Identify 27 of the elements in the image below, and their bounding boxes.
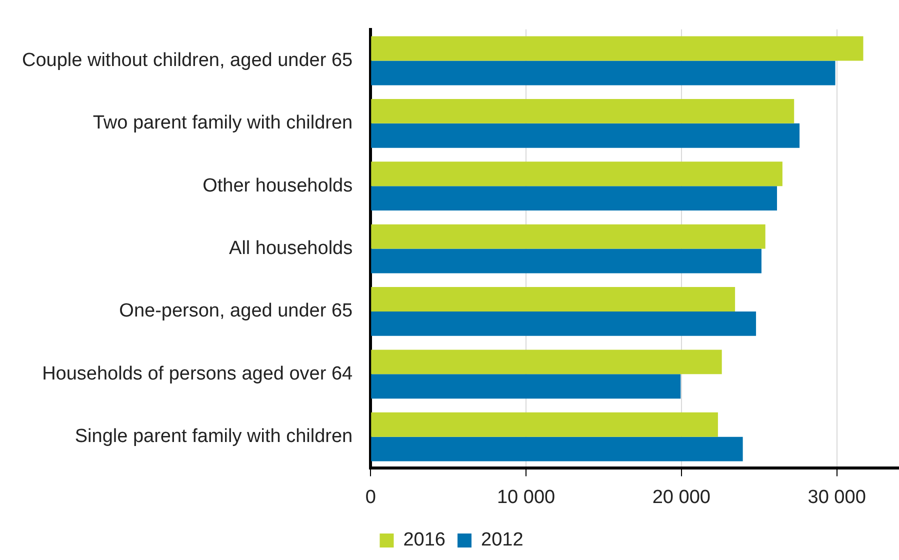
bar — [371, 287, 736, 312]
bar — [371, 36, 864, 61]
x-tick-label: 10 000 — [496, 486, 556, 508]
bar — [371, 123, 800, 148]
legend-label: 2016 — [403, 530, 446, 551]
x-tick-label: 0 — [365, 486, 376, 508]
x-tick-label: 20 000 — [652, 486, 710, 508]
y-tick-label: All households — [229, 238, 353, 260]
bar — [371, 224, 766, 249]
bar — [371, 412, 718, 437]
bar — [371, 248, 762, 274]
bar — [371, 374, 681, 399]
bar — [371, 162, 782, 186]
y-tick-label: Couple without children, aged under 65 — [22, 50, 353, 71]
y-tick-label: Single parent family with children — [74, 426, 353, 448]
bar — [371, 186, 778, 211]
x-tick-label: 30 000 — [808, 486, 866, 508]
y-tick-label: One-person, aged under 65 — [119, 300, 353, 322]
bar — [371, 60, 836, 86]
bar — [371, 350, 722, 374]
y-tick-label: Households of persons aged over 64 — [42, 363, 354, 384]
bar — [371, 436, 743, 462]
legend-label: 2012 — [481, 530, 524, 551]
bar — [371, 98, 794, 124]
y-tick-label: Two parent family with children — [92, 112, 353, 134]
y-tick-label: Other households — [202, 175, 353, 196]
bar — [371, 311, 756, 336]
